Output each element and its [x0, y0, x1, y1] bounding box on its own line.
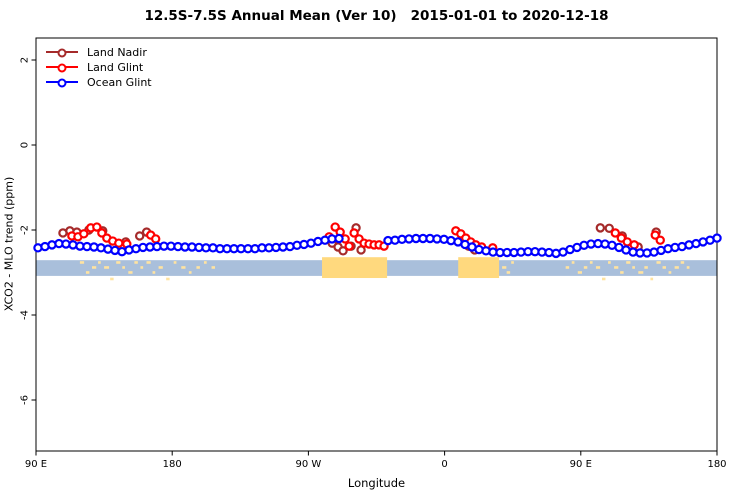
y-tick-label: -4	[20, 310, 31, 320]
map-strip-island	[104, 266, 110, 269]
map-strip-island	[589, 261, 593, 264]
point-land-nadir	[595, 223, 606, 233]
point-land-glint	[79, 229, 89, 239]
map-strip-island	[166, 277, 170, 281]
map-strip-island	[632, 266, 635, 269]
map-strip-island	[140, 266, 144, 269]
map-strip-island	[188, 271, 192, 274]
map-strip-island	[626, 261, 631, 264]
map-strip-island	[668, 271, 672, 274]
x-tick-label: 90 W	[296, 459, 322, 470]
point-land-glint	[655, 235, 665, 245]
chart-title: 12.5S-7.5S Annual Mean (Ver 10) 2015-01-…	[144, 8, 609, 24]
ocean-glint-marker-icon	[46, 77, 78, 89]
x-tick-label: 0	[441, 459, 447, 470]
map-strip-island	[583, 266, 588, 269]
map-strip-island	[674, 266, 679, 269]
map-strip-island	[565, 266, 570, 269]
x-axis-title: Longitude	[347, 476, 406, 490]
map-strip-island	[595, 266, 601, 269]
map-strip-island	[146, 261, 151, 264]
land-nadir-marker-icon	[46, 47, 78, 59]
map-strip-island	[128, 271, 133, 274]
point-land-glint	[151, 234, 161, 244]
y-tick-label: -2	[20, 225, 31, 235]
point-land-glint	[629, 240, 639, 250]
map-strip-island	[181, 266, 186, 269]
point-land-glint	[610, 228, 621, 238]
map-strip-island	[506, 271, 511, 274]
point-land-nadir	[604, 223, 614, 233]
map-strip-land	[322, 257, 388, 279]
map-strip-island	[158, 266, 163, 269]
map-strip-island	[638, 271, 644, 274]
x-tick-label: 180	[707, 459, 726, 470]
legend-label: Land Nadir	[87, 46, 147, 59]
point-ocean-glint	[712, 233, 722, 243]
legend-item-land-nadir: Land Nadir	[46, 45, 152, 60]
point-land-glint	[114, 238, 124, 248]
y-tick-label: 2	[20, 57, 31, 63]
map-strip-island	[577, 271, 582, 274]
map-strip-island	[644, 266, 648, 269]
map-strip-island	[122, 266, 125, 269]
point-land-glint	[349, 228, 359, 238]
map-strip-island	[571, 261, 575, 264]
map-strip-island	[614, 266, 619, 269]
map-strip-island	[608, 261, 611, 264]
map-strip-island	[211, 266, 216, 269]
map-strip-island	[502, 266, 507, 269]
x-tick-label: 90 E	[25, 459, 47, 470]
map-strip-island	[134, 261, 138, 264]
map-strip-island	[620, 271, 624, 274]
map-strip-island	[203, 261, 207, 264]
point-ocean-glint	[334, 233, 344, 244]
legend: Land Nadir Land Glint Ocean Glint	[46, 45, 152, 90]
map-strip-island	[116, 261, 121, 264]
legend-label: Land Glint	[87, 61, 144, 74]
map-strip-island	[601, 277, 606, 281]
x-tick-label: 90 E	[570, 459, 592, 470]
map-strip-island	[91, 266, 97, 269]
land-glint-marker-icon	[46, 62, 78, 74]
map-strip-island	[98, 261, 101, 264]
map-strip-island	[79, 261, 85, 264]
map-strip-island	[511, 261, 514, 264]
map-strip-island	[196, 266, 200, 269]
point-land-nadir	[338, 246, 348, 256]
map-strip-island	[656, 261, 661, 264]
map-strip-island	[686, 266, 690, 269]
map-strip-island	[662, 266, 666, 269]
legend-label: Ocean Glint	[87, 76, 152, 89]
point-land-glint	[92, 222, 102, 232]
x-tick-label: 180	[163, 459, 182, 470]
y-tick-label: -6	[20, 395, 31, 405]
map-strip-island	[110, 277, 114, 281]
legend-item-land-glint: Land Glint	[46, 60, 152, 75]
map-strip-island	[85, 271, 90, 274]
y-axis-title: XCO2 - MLO trend (ppm)	[2, 176, 16, 312]
legend-item-ocean-glint: Ocean Glint	[46, 75, 152, 90]
map-strip-island	[152, 271, 156, 274]
point-land-glint	[344, 241, 354, 251]
point-land-nadir	[134, 231, 145, 241]
map-strip-island	[173, 261, 177, 264]
map-strip-island	[680, 261, 685, 264]
map-strip-island	[650, 277, 654, 281]
map-strip-land	[458, 257, 500, 279]
y-tick-label: 0	[20, 142, 31, 148]
